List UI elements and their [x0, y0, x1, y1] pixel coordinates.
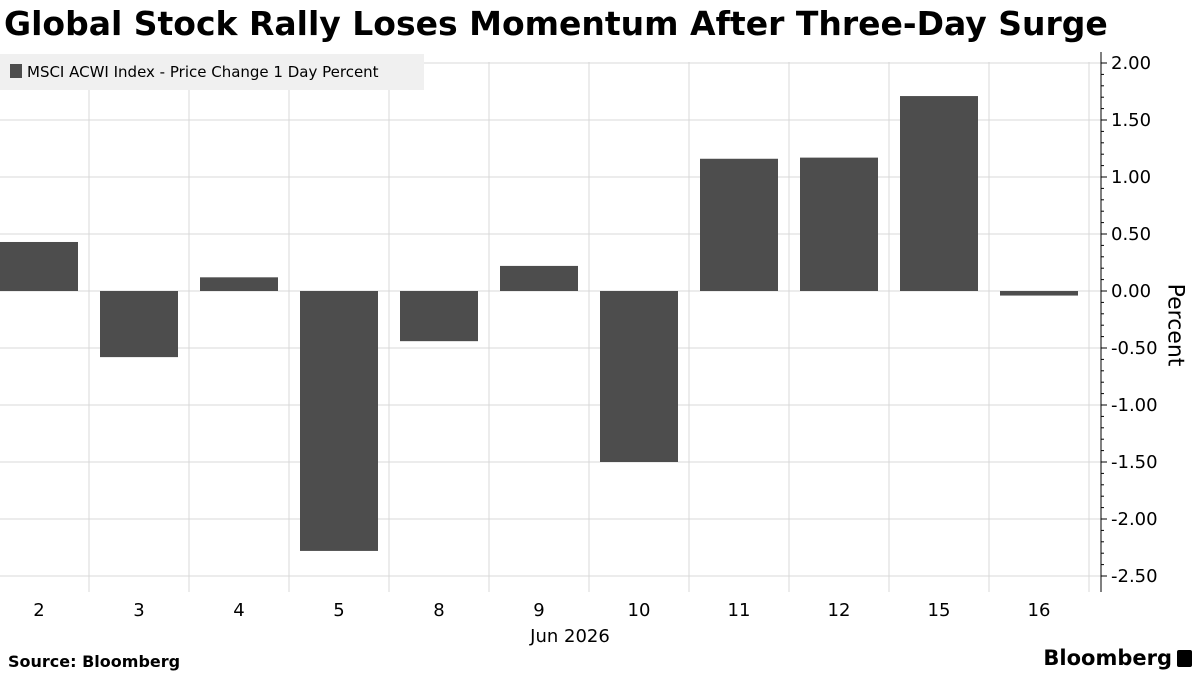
y-tick-label: 0.50 [1111, 224, 1151, 245]
x-axis-group-label: Jun 2026 [529, 626, 610, 647]
bar-10 [600, 291, 678, 462]
x-tick-label: 11 [728, 600, 751, 621]
grid-lines [0, 62, 1101, 592]
x-axis-labels: 2 3 4 5 8 9 10 11 12 15 16 [33, 600, 1050, 621]
y-tick-label: -1.00 [1111, 395, 1158, 416]
bar-2 [0, 241, 78, 291]
legend: MSCI ACWI Index - Price Change 1 Day Per… [0, 54, 424, 90]
x-tick-label: 4 [233, 600, 244, 621]
x-tick-label: 9 [533, 600, 544, 621]
bar-12 [800, 157, 878, 291]
bar-5 [300, 291, 378, 551]
bar-16 [1000, 291, 1078, 296]
x-tick-label: 15 [928, 600, 951, 621]
y-tick-label: 1.00 [1111, 167, 1151, 188]
brand-logo: Bloomberg [1043, 646, 1192, 670]
bar-11 [700, 158, 778, 291]
bar-9 [500, 265, 578, 291]
bars [0, 96, 1078, 551]
y-tick-label: 2.00 [1111, 53, 1151, 74]
x-tick-label: 10 [628, 600, 651, 621]
legend-label: MSCI ACWI Index - Price Change 1 Day Per… [27, 63, 379, 81]
source-note: Source: Bloomberg [8, 652, 181, 671]
y-tick-label: -2.50 [1111, 566, 1158, 587]
legend-background [0, 54, 424, 90]
bar-8 [400, 291, 478, 342]
y-tick-label: 0.00 [1111, 281, 1151, 302]
legend-swatch [10, 64, 22, 78]
bar-3 [100, 291, 178, 358]
x-tick-label: 3 [133, 600, 144, 621]
y-tick-label: 1.50 [1111, 110, 1151, 131]
y-tick-label: -2.00 [1111, 509, 1158, 530]
x-tick-label: 8 [433, 600, 444, 621]
y-axis: 2.00 1.50 1.00 0.50 0.00 -0.50 -1.00 -1.50 -2.00… [1100, 52, 1158, 592]
y-tick-label: -0.50 [1111, 338, 1158, 359]
x-tick-label: 16 [1028, 600, 1051, 621]
x-tick-label: 2 [33, 600, 44, 621]
y-tick-label: -1.50 [1111, 452, 1158, 473]
page-title: Global Stock Rally Loses Momentum After … [4, 4, 1108, 43]
x-tick-label: 12 [828, 600, 851, 621]
bar-4 [200, 277, 278, 291]
x-tick-label: 5 [333, 600, 344, 621]
y-axis-title: Percent [1162, 284, 1187, 367]
bar-15 [900, 96, 978, 291]
terminal-icon [1177, 649, 1192, 667]
brand-name: Bloomberg [1043, 646, 1172, 670]
